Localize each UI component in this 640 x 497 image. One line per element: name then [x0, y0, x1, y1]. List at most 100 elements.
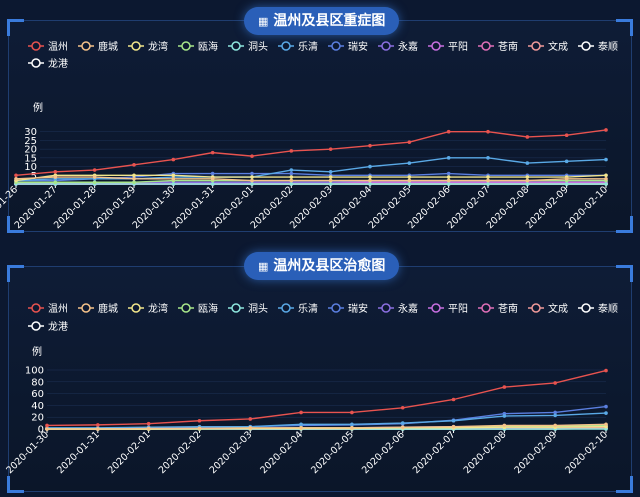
data-point-c0-5-7[interactable]	[289, 168, 294, 172]
legend-item-c1-1[interactable]: 鹿城	[78, 302, 118, 315]
data-point-c1-0-2[interactable]	[146, 421, 151, 426]
data-point-c1-5-8[interactable]	[451, 418, 456, 423]
data-point-c0-5-15[interactable]	[604, 157, 608, 162]
data-point-c1-6-10[interactable]	[553, 410, 557, 415]
legend-item-c1-10[interactable]: 文成	[528, 302, 568, 315]
legend-item-c1-8[interactable]: 平阳	[428, 303, 468, 315]
data-point-c0-5-11[interactable]	[446, 156, 451, 160]
data-point-c1-1-4[interactable]	[248, 426, 253, 430]
data-point-c0-3-2[interactable]	[92, 180, 97, 185]
legend-item-c0-0[interactable]: 温州	[28, 41, 68, 53]
data-point-c1-0-8[interactable]	[451, 397, 456, 402]
data-point-c0-5-9[interactable]	[368, 164, 372, 169]
data-point-c1-0-0[interactable]	[45, 423, 49, 428]
data-point-c0-2-11[interactable]	[446, 175, 451, 179]
data-point-c0-4-6[interactable]	[250, 182, 254, 186]
data-point-c0-4-13[interactable]	[525, 182, 530, 186]
data-point-c0-2-6[interactable]	[250, 175, 254, 179]
legend-item-c1-12[interactable]: 龙港	[28, 320, 68, 333]
data-point-c1-5-6[interactable]	[350, 422, 354, 427]
legend-item-c0-9[interactable]: 苍南	[478, 40, 518, 53]
data-point-c0-6-7[interactable]	[289, 171, 294, 176]
data-point-c0-5-14[interactable]	[564, 159, 569, 164]
data-point-c0-4-9[interactable]	[368, 182, 372, 186]
data-point-c0-2-10[interactable]	[407, 175, 412, 179]
data-point-c1-0-5[interactable]	[299, 410, 303, 415]
legend-item-c0-8[interactable]: 平阳	[428, 41, 468, 53]
data-point-c1-1-0[interactable]	[45, 427, 49, 431]
legend-item-c1-7[interactable]: 永嘉	[378, 302, 418, 315]
legend-item-c0-3[interactable]: 瓯海	[178, 40, 218, 53]
data-point-c1-0-7[interactable]	[400, 405, 405, 410]
data-point-c1-1-6[interactable]	[350, 426, 354, 430]
data-point-c0-0-15[interactable]	[604, 128, 608, 132]
data-point-c0-4-11[interactable]	[446, 182, 451, 186]
legend-item-c1-0[interactable]: 温州	[28, 303, 68, 315]
data-point-c0-4-10[interactable]	[407, 182, 412, 186]
legend-item-c0-5[interactable]: 乐清	[278, 40, 318, 53]
data-point-c0-0-0[interactable]	[14, 173, 18, 178]
data-point-c0-0-2[interactable]	[92, 168, 97, 172]
data-point-c1-6-11[interactable]	[604, 404, 608, 409]
data-point-c1-1-9[interactable]	[502, 423, 507, 428]
legend-item-c0-12[interactable]: 龙港	[28, 57, 68, 70]
data-point-c0-1-6[interactable]	[250, 178, 254, 183]
data-point-c1-5-11[interactable]	[604, 411, 608, 415]
data-point-c0-0-13[interactable]	[525, 135, 530, 139]
legend-item-c1-4[interactable]: 洞头	[228, 303, 268, 315]
data-point-c0-0-3[interactable]	[132, 163, 136, 167]
data-point-c1-1-10[interactable]	[553, 423, 557, 428]
legend-item-c0-2[interactable]: 龙湾	[128, 40, 168, 53]
data-point-c0-4-15[interactable]	[604, 182, 608, 186]
data-point-c1-0-1[interactable]	[96, 423, 100, 427]
legend-item-c1-2[interactable]: 龙湾	[128, 302, 168, 315]
data-point-c0-2-3[interactable]	[132, 173, 136, 178]
data-point-c0-6-11[interactable]	[446, 171, 451, 176]
data-point-c0-4-4[interactable]	[171, 182, 176, 186]
data-point-c0-0-14[interactable]	[564, 133, 569, 137]
data-point-c0-6-6[interactable]	[250, 171, 254, 176]
data-point-c0-5-8[interactable]	[328, 170, 333, 174]
legend-item-c1-5[interactable]: 乐清	[278, 302, 318, 315]
data-point-c0-2-13[interactable]	[525, 175, 530, 179]
data-point-c1-0-10[interactable]	[553, 381, 557, 385]
data-point-c0-2-8[interactable]	[328, 175, 333, 179]
legend-item-c0-4[interactable]: 洞头	[228, 41, 268, 53]
data-point-c0-2-12[interactable]	[486, 175, 490, 179]
data-point-c0-1-9[interactable]	[368, 178, 372, 183]
data-point-c1-0-6[interactable]	[350, 410, 354, 415]
data-point-c0-0-6[interactable]	[250, 154, 254, 158]
data-point-c0-2-9[interactable]	[368, 175, 372, 179]
data-point-c1-5-5[interactable]	[299, 422, 303, 427]
data-point-c0-0-11[interactable]	[446, 129, 451, 134]
data-point-c0-6-5[interactable]	[210, 171, 215, 176]
legend-item-c1-6[interactable]: 瑞安	[328, 302, 368, 315]
data-point-c0-0-5[interactable]	[210, 150, 215, 155]
data-point-c0-2-7[interactable]	[289, 175, 294, 179]
data-point-c1-1-11[interactable]	[604, 422, 608, 427]
data-point-c1-1-7[interactable]	[400, 425, 405, 430]
data-point-c0-0-1[interactable]	[53, 170, 58, 174]
data-point-c0-5-10[interactable]	[407, 161, 412, 165]
legend-item-c0-6[interactable]: 瑞安	[328, 40, 368, 53]
data-point-c1-1-5[interactable]	[299, 426, 303, 430]
data-point-c1-5-9[interactable]	[502, 414, 507, 418]
data-point-c0-1-11[interactable]	[446, 178, 451, 183]
data-point-c0-2-15[interactable]	[604, 173, 608, 178]
data-point-c0-4-14[interactable]	[564, 182, 569, 186]
data-point-c1-1-1[interactable]	[96, 427, 100, 431]
legend-item-c0-10[interactable]: 文成	[528, 40, 568, 53]
data-point-c0-3-3[interactable]	[132, 180, 136, 185]
data-point-c1-0-4[interactable]	[248, 417, 253, 421]
data-point-c0-5-12[interactable]	[486, 156, 490, 160]
data-point-c0-1-3[interactable]	[132, 176, 136, 181]
data-point-c0-3-1[interactable]	[53, 180, 58, 185]
data-point-c0-1-2[interactable]	[92, 175, 97, 179]
data-point-c0-1-10[interactable]	[407, 178, 412, 183]
legend-item-c1-9[interactable]: 苍南	[478, 302, 518, 315]
data-point-c0-4-5[interactable]	[210, 182, 215, 186]
legend-item-c0-1[interactable]: 鹿城	[78, 40, 118, 53]
legend-item-c0-7[interactable]: 永嘉	[378, 40, 418, 53]
data-point-c1-0-9[interactable]	[502, 385, 507, 389]
data-point-c1-0-11[interactable]	[604, 368, 608, 373]
